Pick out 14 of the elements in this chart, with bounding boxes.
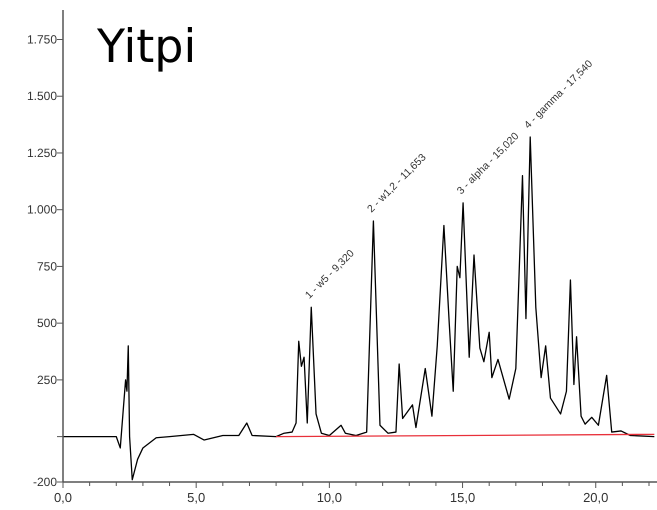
x-tick-label: 10,0 <box>316 490 342 505</box>
y-tick-label: 1.500 <box>26 89 58 104</box>
y-tick-label: 1.000 <box>26 202 58 217</box>
x-tick-label: 20,0 <box>583 490 608 505</box>
chart-title: Yitpi <box>96 19 196 73</box>
y-tick-label: 750 <box>36 259 58 274</box>
x-tick-label: 5,0 <box>187 490 206 505</box>
x-tick-label: 0,0 <box>54 490 72 505</box>
x-tick-label: 15,0 <box>450 490 476 505</box>
y-tick-label: 500 <box>36 316 58 330</box>
y-tick-label: -200 <box>32 475 58 489</box>
y-tick-label: 1.250 <box>26 146 58 160</box>
y-tick-label: 250 <box>36 372 58 387</box>
y-tick-label: 1.750 <box>26 32 58 46</box>
